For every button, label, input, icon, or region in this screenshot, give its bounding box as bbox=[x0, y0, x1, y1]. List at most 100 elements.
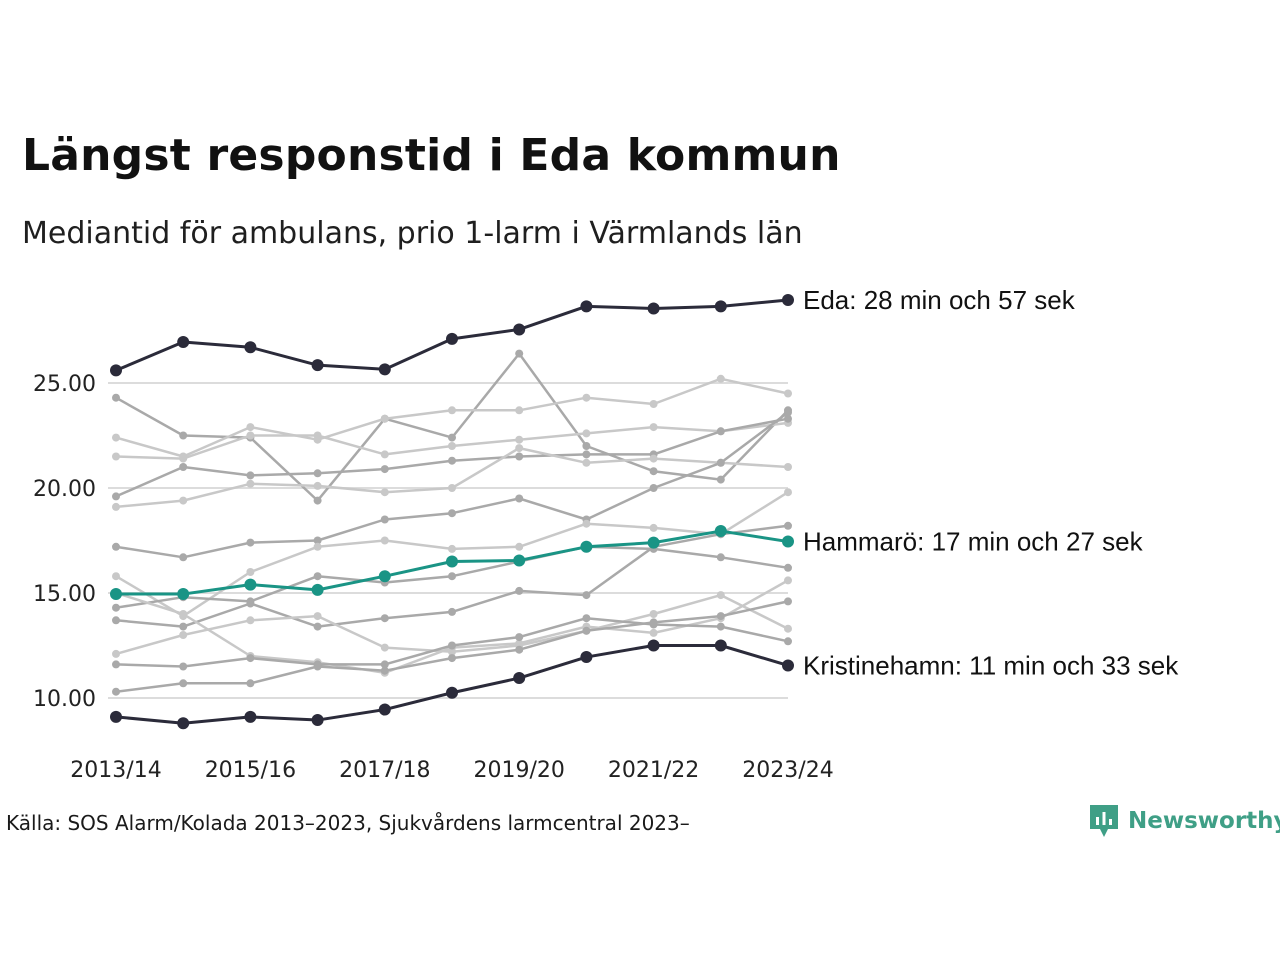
data-point bbox=[246, 654, 255, 663]
data-point bbox=[515, 444, 524, 453]
data-point bbox=[649, 523, 658, 532]
data-point bbox=[313, 431, 322, 440]
data-point bbox=[714, 525, 727, 538]
data-point bbox=[313, 572, 322, 581]
source-note: Källa: SOS Alarm/Kolada 2013–2023, Sjukv… bbox=[6, 811, 690, 835]
data-point bbox=[784, 408, 792, 417]
data-point bbox=[112, 572, 120, 581]
data-point bbox=[515, 406, 524, 415]
data-point bbox=[448, 509, 456, 518]
series-end-label: Hammarö: 17 min och 27 sek bbox=[803, 527, 1144, 557]
background-series-line bbox=[112, 349, 792, 505]
background-series-line bbox=[112, 374, 792, 461]
data-point bbox=[649, 484, 658, 492]
data-point bbox=[649, 467, 658, 476]
data-point bbox=[246, 479, 255, 488]
data-point bbox=[313, 496, 322, 505]
data-point bbox=[513, 672, 526, 685]
data-point bbox=[716, 427, 725, 436]
y-tick-label: 15.00 bbox=[33, 582, 96, 607]
data-point bbox=[112, 603, 120, 612]
data-point bbox=[647, 639, 660, 652]
data-point bbox=[244, 710, 257, 723]
data-point bbox=[649, 400, 658, 408]
data-point bbox=[378, 570, 391, 583]
data-point bbox=[313, 622, 322, 631]
data-point bbox=[380, 450, 389, 459]
data-point bbox=[649, 423, 658, 432]
data-point bbox=[515, 586, 524, 595]
brand-logo[interactable]: Newsworthy bbox=[1088, 803, 1280, 839]
data-point bbox=[513, 554, 526, 567]
background-series-line bbox=[112, 408, 792, 562]
x-axis: 2013/14 2015/16 2017/18 2019/20 2021/22 2023/… bbox=[70, 758, 833, 783]
data-point bbox=[112, 660, 120, 669]
data-point bbox=[515, 645, 524, 654]
data-point bbox=[784, 521, 792, 530]
x-tick-label: 2019/20 bbox=[473, 758, 564, 783]
data-point bbox=[446, 332, 458, 345]
data-point bbox=[649, 454, 658, 463]
data-point bbox=[716, 553, 725, 562]
data-point bbox=[380, 536, 389, 545]
data-point bbox=[784, 414, 792, 423]
data-point bbox=[649, 618, 658, 627]
highlighted-series-line bbox=[110, 639, 794, 730]
data-point bbox=[380, 660, 389, 669]
data-point bbox=[179, 679, 188, 688]
data-point bbox=[246, 471, 255, 480]
data-point bbox=[380, 614, 389, 623]
data-point bbox=[515, 452, 524, 461]
x-tick-label: 2015/16 bbox=[205, 758, 296, 783]
data-point bbox=[313, 481, 322, 490]
data-point bbox=[784, 463, 792, 471]
data-point bbox=[313, 612, 322, 621]
data-point bbox=[448, 484, 456, 492]
background-series-line bbox=[112, 542, 792, 612]
data-point bbox=[378, 363, 391, 376]
data-point bbox=[515, 349, 524, 358]
data-point bbox=[179, 431, 188, 440]
series-end-label: Eda: 28 min och 57 sek bbox=[803, 285, 1076, 315]
data-point bbox=[244, 341, 257, 354]
data-point bbox=[714, 639, 727, 652]
data-point bbox=[448, 607, 456, 616]
data-point bbox=[448, 433, 456, 442]
background-series-line bbox=[112, 521, 792, 631]
data-point bbox=[515, 633, 524, 642]
y-axis: 10.00 15.00 20.00 25.00 bbox=[33, 372, 96, 712]
data-point bbox=[784, 597, 792, 606]
data-point bbox=[313, 536, 322, 545]
data-point bbox=[179, 631, 188, 639]
data-point bbox=[582, 450, 591, 459]
x-tick-label: 2017/18 bbox=[339, 758, 430, 783]
data-point bbox=[311, 714, 324, 727]
data-point bbox=[448, 442, 456, 450]
x-tick-label: 2021/22 bbox=[608, 758, 699, 783]
data-point bbox=[246, 616, 255, 625]
data-point bbox=[179, 463, 188, 471]
chart-title: Längst responstid i Eda kommun bbox=[22, 130, 841, 181]
data-point bbox=[448, 654, 456, 663]
data-point bbox=[649, 610, 658, 618]
data-point bbox=[582, 393, 591, 402]
data-point bbox=[112, 542, 120, 551]
data-point bbox=[112, 502, 120, 511]
x-tick-label: 2013/14 bbox=[70, 758, 161, 783]
data-point bbox=[782, 659, 794, 672]
data-point bbox=[110, 710, 122, 723]
data-point bbox=[647, 302, 660, 315]
data-point bbox=[380, 643, 389, 652]
data-point bbox=[179, 496, 188, 505]
data-point bbox=[515, 542, 524, 551]
data-point bbox=[647, 536, 660, 549]
brand-name: Newsworthy bbox=[1128, 808, 1280, 834]
newsworthy-logo-icon bbox=[1090, 805, 1118, 837]
data-point bbox=[313, 469, 322, 478]
data-point bbox=[110, 364, 122, 377]
data-point bbox=[112, 492, 120, 501]
data-point bbox=[716, 591, 725, 600]
data-point bbox=[177, 588, 190, 601]
data-point bbox=[112, 433, 120, 442]
